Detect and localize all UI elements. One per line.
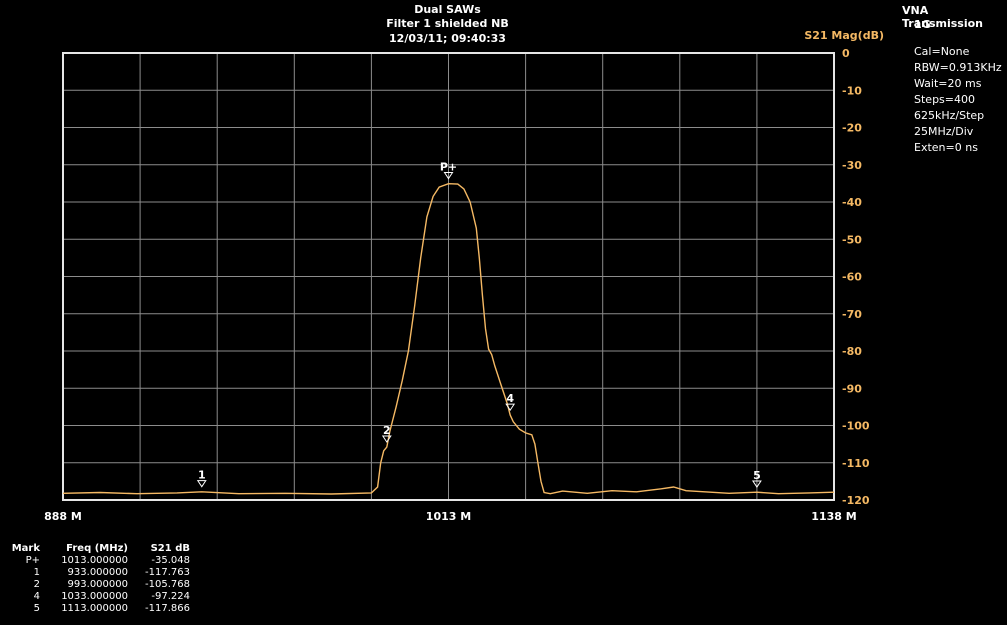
table-row: 4 1033.000000 -97.224 — [8, 591, 190, 603]
marker-s21: -117.866 — [145, 603, 190, 614]
marker-freq: 993.000000 — [67, 579, 128, 590]
marker-triangle-icon — [443, 172, 454, 180]
y-tick-label: -100 — [842, 420, 870, 433]
setting-item: RBW=0.913KHz — [914, 61, 1002, 74]
chart-timestamp: 12/03/11; 09:40:33 — [389, 32, 506, 45]
grid — [63, 53, 834, 500]
marker-label: 2 — [383, 424, 391, 437]
marker-label: 5 — [753, 469, 761, 482]
marker-label: 4 — [33, 591, 40, 602]
x-tick-label: 888 M — [44, 510, 82, 523]
marker-freq: 933.000000 — [67, 567, 128, 578]
setting-item: Exten=0 ns — [914, 141, 978, 154]
marker-label: 4 — [506, 392, 514, 405]
markers: P+ 1 2 4 5 — [196, 161, 762, 488]
y-tick-label: -60 — [842, 271, 862, 284]
marker: 4 — [505, 392, 516, 412]
header-s21: S21 dB — [150, 543, 190, 554]
setting-item: 25MHz/Div — [914, 125, 974, 138]
marker: 5 — [751, 469, 762, 488]
marker-s21: -105.768 — [145, 579, 190, 590]
marker-triangle-icon — [751, 480, 762, 488]
marker-triangle-icon — [505, 403, 516, 412]
y-tick-label: -90 — [842, 382, 862, 395]
setting-item: Wait=20 ms — [914, 77, 982, 90]
chart-subtitle: Filter 1 shielded NB — [386, 17, 509, 30]
series-line-s21 — [62, 182, 835, 495]
settings-list: Cal=None RBW=0.913KHz Wait=20 ms Steps=400 6… — [914, 44, 1002, 156]
header-mark: Mark — [11, 543, 40, 554]
table-row: 5 1113.000000 -117.866 — [8, 603, 190, 615]
marker-triangle-icon — [196, 480, 207, 488]
table-row: 2 993.000000 -105.768 — [8, 579, 190, 591]
marker-s21: -35.048 — [151, 555, 190, 566]
chart-title: Dual SAWs — [414, 3, 481, 16]
marker: 1 — [196, 469, 207, 488]
marker-label: 5 — [33, 603, 40, 614]
y-axis-ticks: 0 -10 -20 -30 -40 -50 -60 -70 -80 -90 -100 -110 -120 — [842, 47, 870, 507]
y-tick-label: -50 — [842, 233, 862, 246]
x-tick-label: 1013 M — [426, 510, 471, 523]
marker-freq: 1013.000000 — [61, 555, 128, 566]
y-tick-label: -110 — [842, 457, 870, 470]
y-tick-label: -10 — [842, 84, 862, 97]
marker-table: Mark Freq (MHz) S21 dB P+ 1013.000000 -35.… — [8, 543, 190, 615]
marker-freq: 1113.000000 — [61, 603, 128, 614]
header-freq: Freq (MHz) — [66, 543, 128, 554]
marker-triangle-icon — [381, 435, 392, 443]
x-tick-label: 1138 M — [811, 510, 856, 523]
table-row: P+ 1013.000000 -35.048 — [8, 555, 190, 567]
marker-label: 2 — [33, 579, 40, 590]
y-tick-label: -40 — [842, 196, 862, 209]
instrument-title: VNA Transmission — [902, 4, 984, 30]
y-tick-label: 0 — [842, 47, 850, 60]
setting-item: Cal=None — [914, 45, 970, 58]
plot-frame — [62, 52, 835, 501]
marker-label: 1 — [33, 567, 40, 578]
y-tick-label: -30 — [842, 159, 862, 172]
marker-freq: 1033.000000 — [61, 591, 128, 602]
y-tick-label: -20 — [842, 122, 862, 135]
table-row: 1 933.000000 -117.763 — [8, 567, 190, 579]
marker: P+ — [440, 161, 457, 180]
setting-item: 625kHz/Step — [914, 109, 985, 122]
marker-label: P+ — [25, 555, 40, 566]
y-tick-label: -80 — [842, 345, 862, 358]
marker-label: P+ — [440, 161, 457, 174]
instrument-subtitle: 1G — [914, 18, 931, 31]
marker-label: 1 — [198, 469, 206, 482]
marker-s21: -97.224 — [151, 591, 190, 602]
setting-item: Steps=400 — [914, 93, 975, 106]
marker: 2 — [381, 424, 392, 443]
y-tick-label: -70 — [842, 308, 862, 321]
y-tick-label: -120 — [842, 494, 870, 507]
marker-table-header: Mark Freq (MHz) S21 dB — [8, 543, 190, 555]
x-axis-ticks: 888 M 1013 M 1138 M — [44, 510, 857, 523]
y-axis-label: S21 Mag(dB) — [804, 29, 884, 42]
marker-s21: -117.763 — [145, 567, 190, 578]
